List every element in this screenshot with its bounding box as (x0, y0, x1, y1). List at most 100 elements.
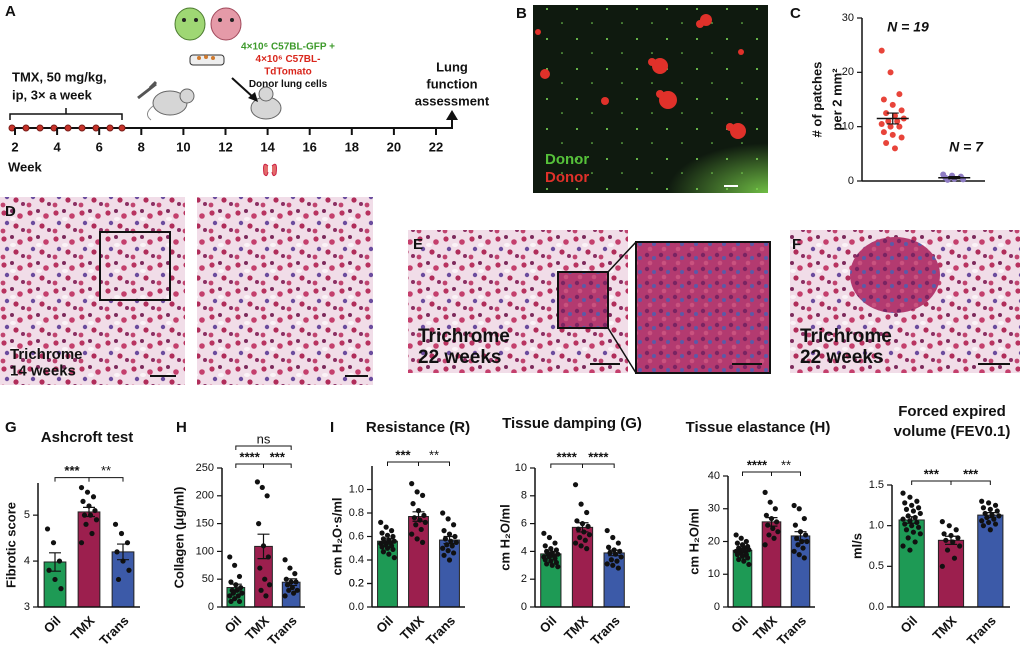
data-point (803, 532, 809, 538)
y-tick-label: 30 (708, 503, 720, 515)
y-tick-label: 0.5 (869, 560, 884, 572)
data-point (878, 120, 885, 127)
y-tick-label: 0 (848, 175, 854, 187)
green-signal (600, 110, 768, 193)
data-point (542, 557, 548, 563)
data-point (259, 484, 265, 491)
data-point (880, 129, 887, 136)
y-tick-label: 0.0 (349, 601, 364, 613)
data-point (549, 562, 555, 568)
data-point (379, 530, 385, 536)
y-axis-label: ml/s (849, 533, 864, 559)
data-point (112, 521, 119, 527)
panel-label: G (5, 419, 17, 436)
data-point (293, 579, 299, 585)
error-bar (886, 112, 899, 125)
histology-caption: Trichrome (800, 326, 892, 347)
data-point (615, 540, 621, 546)
data-point (453, 539, 459, 545)
panel-label: A (5, 3, 16, 20)
data-point (910, 508, 916, 514)
data-point (409, 531, 415, 537)
data-point (734, 552, 740, 558)
category-label: Oil (897, 613, 920, 636)
y-tick-label: 10 (842, 121, 854, 133)
data-point (996, 513, 1002, 519)
y-tick-label: 30 (842, 12, 854, 24)
data-point (78, 540, 85, 546)
data-point (44, 526, 51, 532)
chart-title: Tissue elastance (H) (686, 419, 831, 436)
panel-label: C (790, 5, 801, 22)
significance-label: **** (747, 457, 768, 472)
data-point (898, 134, 905, 141)
week-label: 10 (176, 139, 190, 154)
significance-label: *** (64, 463, 80, 478)
error-bar (736, 548, 749, 553)
channel-label: Donor (545, 151, 589, 168)
data-point (944, 547, 951, 553)
data-point (584, 509, 590, 516)
week-label: 4 (53, 139, 61, 154)
category-label: Trans (774, 613, 809, 648)
data-point (907, 547, 913, 553)
y-tick-label: 10 (708, 568, 720, 580)
data-point (80, 498, 86, 504)
data-point (610, 562, 616, 568)
data-point (883, 139, 890, 146)
data-point (883, 110, 890, 117)
data-point (763, 512, 769, 518)
data-point (909, 502, 915, 508)
data-point (391, 538, 397, 544)
significance-bracket (387, 461, 419, 466)
chart-title: volume (FEV0.1) (894, 423, 1011, 440)
arrow (231, 77, 255, 99)
injection-dots (8, 124, 126, 132)
endpoint-text: assessment (415, 93, 490, 108)
category-label: TMX (561, 613, 591, 643)
y-tick-label: 0 (208, 601, 214, 613)
data-point (410, 501, 416, 507)
error-bar (794, 531, 807, 541)
data-point (738, 535, 744, 541)
data-point (419, 492, 426, 498)
lesion (850, 237, 940, 313)
data-point (126, 567, 132, 573)
data-point (900, 490, 906, 496)
data-point (900, 543, 906, 549)
data-point (92, 507, 98, 514)
data-point (572, 540, 579, 546)
data-point (227, 593, 233, 599)
error-bar (285, 578, 298, 587)
data-point (734, 540, 740, 546)
data-point (388, 528, 395, 534)
significance-bracket (235, 445, 292, 450)
data-point (292, 571, 298, 577)
data-point (232, 596, 238, 602)
zoom-box (99, 231, 171, 301)
week-label: 14 (260, 139, 275, 154)
data-point (441, 552, 447, 558)
data-point (289, 584, 295, 591)
data-point (914, 519, 920, 526)
y-tick-label: 1.5 (869, 479, 884, 491)
histology-caption: 22 weeks (418, 347, 501, 368)
data-point (411, 515, 418, 521)
data-point (891, 112, 898, 119)
y-axis-label: # of patches (809, 62, 824, 138)
week-label: 6 (96, 139, 103, 154)
data-point (391, 555, 397, 561)
data-point (941, 531, 947, 537)
significance-bracket (582, 463, 615, 468)
data-point (610, 534, 616, 541)
category-label: Oil (41, 613, 64, 636)
category-label: Trans (265, 613, 300, 648)
data-point (987, 527, 993, 533)
data-point (741, 558, 747, 564)
category-label: Oil (728, 613, 751, 636)
data-point (544, 561, 550, 567)
data-point (745, 555, 751, 561)
data-point (89, 530, 95, 537)
y-tick-label: 3 (24, 601, 30, 613)
data-point (409, 481, 415, 487)
